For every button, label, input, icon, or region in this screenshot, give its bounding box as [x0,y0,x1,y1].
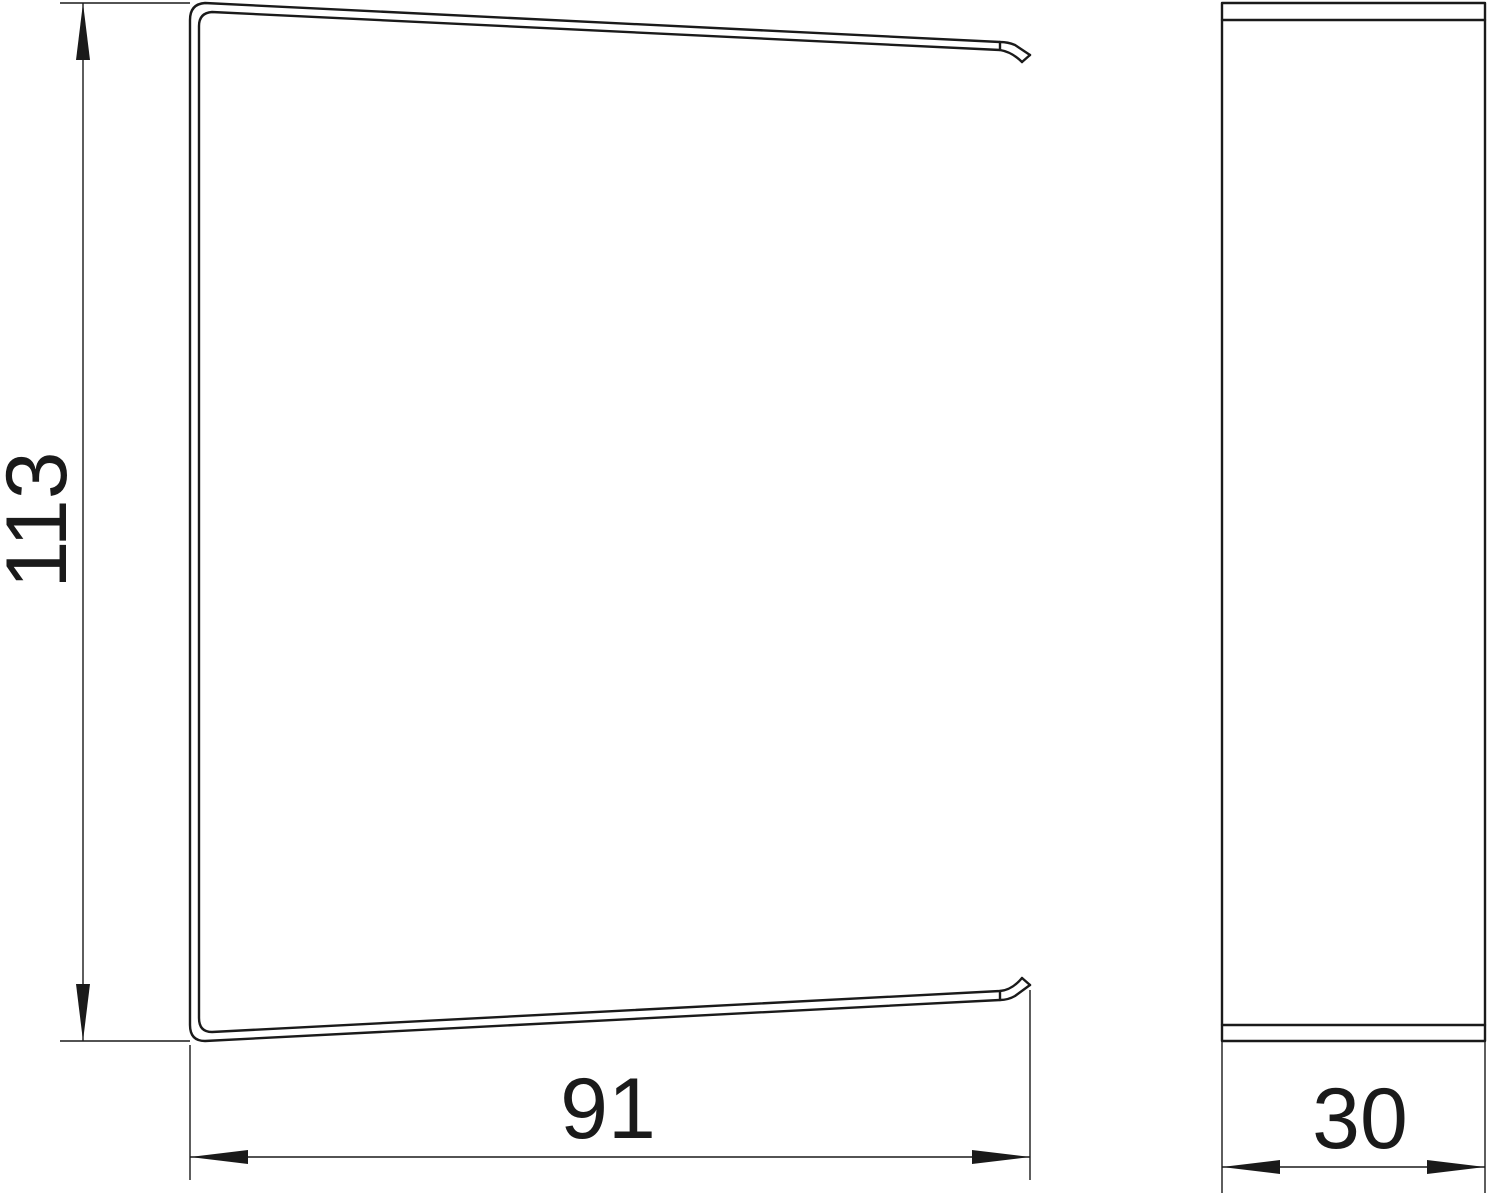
arrow-up-icon [76,3,90,60]
depth-dimension: 30 [1221,1041,1486,1193]
side-view [1220,1,1487,1043]
arrow-down-icon [76,984,90,1041]
width-dimension: 91 [189,990,1031,1180]
side-outline [1220,1,1487,1043]
width-label: 91 [560,1061,656,1157]
height-dimension: 113 [0,2,190,1042]
arrow-right-icon [972,1150,1030,1164]
height-label: 113 [0,451,85,588]
front-view [188,1,1032,1043]
front-outline-inner [197,10,1024,1034]
arrow-left-icon [190,1150,248,1164]
arrow-left-icon [1222,1160,1280,1174]
depth-label: 30 [1312,1071,1408,1167]
arrow-right-icon [1427,1160,1485,1174]
front-outline-outer [188,1,1032,1043]
